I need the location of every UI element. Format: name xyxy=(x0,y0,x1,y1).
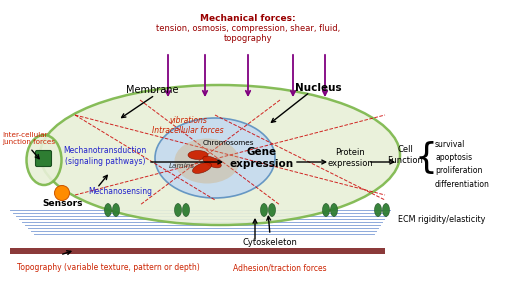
Text: Adhesion/traction forces: Adhesion/traction forces xyxy=(233,263,327,272)
Text: tension, osmosis, compression, shear, fluid,: tension, osmosis, compression, shear, fl… xyxy=(156,24,340,33)
Ellipse shape xyxy=(182,204,189,217)
Text: Membrane: Membrane xyxy=(126,85,178,95)
Text: {: { xyxy=(415,141,437,175)
Bar xyxy=(10,248,385,254)
Text: Sensors: Sensors xyxy=(42,199,82,208)
Text: Cell
Function: Cell Function xyxy=(387,145,423,165)
Ellipse shape xyxy=(331,204,337,217)
FancyBboxPatch shape xyxy=(35,151,52,166)
Ellipse shape xyxy=(323,204,330,217)
Text: Topography (variable texture, pattern or depth): Topography (variable texture, pattern or… xyxy=(16,263,199,272)
Text: Chromosomes: Chromosomes xyxy=(202,140,254,146)
Ellipse shape xyxy=(382,204,390,217)
Ellipse shape xyxy=(104,204,112,217)
Text: Gene
expression: Gene expression xyxy=(230,147,294,169)
Ellipse shape xyxy=(27,135,61,185)
Text: Mechanical forces:: Mechanical forces: xyxy=(200,14,296,23)
Ellipse shape xyxy=(175,204,181,217)
Ellipse shape xyxy=(374,204,381,217)
Ellipse shape xyxy=(188,151,208,160)
Text: survival
apoptosis
proliferation
differentiation: survival apoptosis proliferation differe… xyxy=(435,140,490,189)
Text: Mechanotransduction
(signaling pathways): Mechanotransduction (signaling pathways) xyxy=(63,146,146,166)
Ellipse shape xyxy=(40,85,400,225)
Text: Inter-cellular
junction forces: Inter-cellular junction forces xyxy=(2,132,55,145)
Circle shape xyxy=(54,186,70,201)
Text: topography: topography xyxy=(224,34,272,43)
Ellipse shape xyxy=(193,162,211,173)
Ellipse shape xyxy=(203,156,221,168)
Ellipse shape xyxy=(261,204,267,217)
Text: Mechanosensing: Mechanosensing xyxy=(88,188,152,197)
Text: ECM rigidity/elasticity: ECM rigidity/elasticity xyxy=(398,215,485,224)
Text: Protein
expression: Protein expression xyxy=(327,148,373,168)
Ellipse shape xyxy=(268,204,275,217)
Text: Lamins: Lamins xyxy=(169,163,195,169)
Text: Cytoskeleton: Cytoskeleton xyxy=(243,238,297,247)
Ellipse shape xyxy=(155,118,275,198)
Ellipse shape xyxy=(113,204,119,217)
Text: Nucleus: Nucleus xyxy=(295,83,342,93)
Ellipse shape xyxy=(175,138,240,184)
Text: vibrations
Intracellular forces: vibrations Intracellular forces xyxy=(152,116,224,135)
